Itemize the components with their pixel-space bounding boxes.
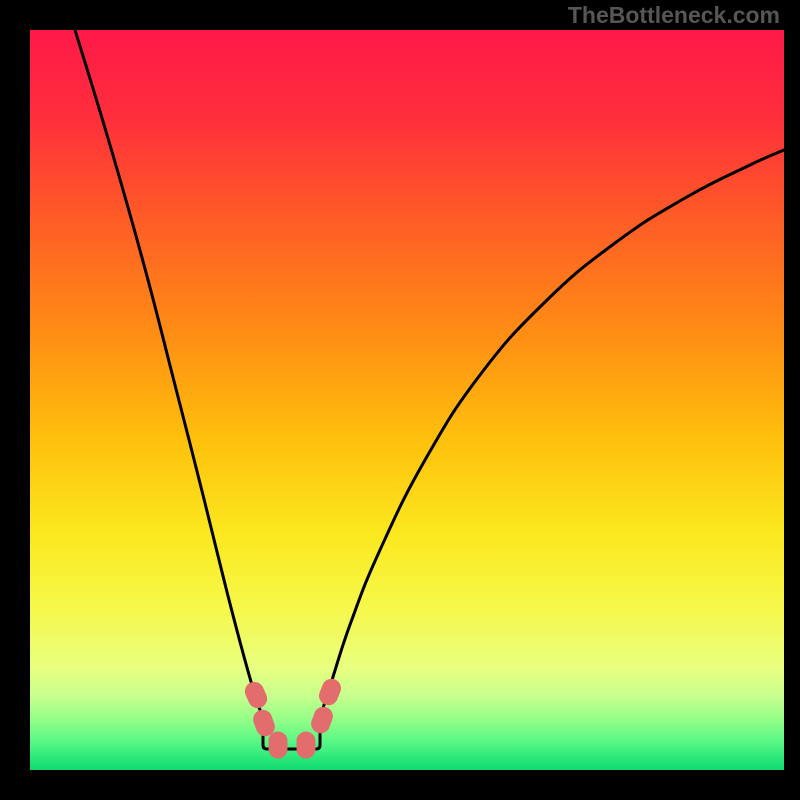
bottleneck-curve-chart bbox=[30, 30, 784, 770]
curve-marker bbox=[297, 732, 315, 758]
gradient-background bbox=[30, 30, 784, 770]
curve-marker bbox=[269, 732, 287, 758]
chart-frame: TheBottleneck.com bbox=[0, 0, 800, 800]
plot-area bbox=[30, 30, 784, 770]
watermark-label: TheBottleneck.com bbox=[568, 2, 780, 29]
